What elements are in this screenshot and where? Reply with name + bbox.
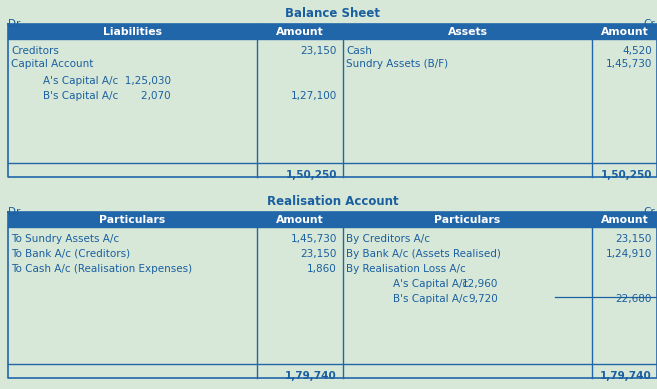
Text: 4,520: 4,520 (622, 46, 652, 56)
Text: Liabilities: Liabilities (103, 26, 162, 37)
Text: A's Capital A/c  1,25,030: A's Capital A/c 1,25,030 (43, 76, 171, 86)
Text: Realisation Account: Realisation Account (267, 195, 398, 208)
Bar (257, 24, 343, 39)
Text: 1,50,250: 1,50,250 (286, 170, 337, 180)
Text: Cash: Cash (346, 46, 372, 56)
Text: 1,860: 1,860 (307, 264, 337, 274)
Bar (592, 212, 657, 227)
Text: 1,45,730: 1,45,730 (290, 234, 337, 244)
Bar (8, 163, 657, 177)
Bar (343, 24, 592, 39)
Text: To Bank A/c (Creditors): To Bank A/c (Creditors) (11, 249, 130, 259)
Text: 1,79,740: 1,79,740 (285, 371, 337, 381)
Text: Amount: Amount (600, 26, 648, 37)
Text: Creditors: Creditors (11, 46, 59, 56)
Bar (8, 39, 657, 163)
Text: 22,680: 22,680 (616, 294, 652, 304)
Bar (8, 24, 257, 39)
Text: Particulars: Particulars (99, 214, 166, 224)
Text: 23,150: 23,150 (301, 249, 337, 259)
Text: Balance Sheet: Balance Sheet (285, 7, 380, 20)
Text: By Realisation Loss A/c: By Realisation Loss A/c (346, 264, 466, 274)
Text: 1,45,730: 1,45,730 (606, 59, 652, 69)
Bar (343, 212, 592, 227)
Text: Assets: Assets (447, 26, 487, 37)
Text: 9,720: 9,720 (468, 294, 498, 304)
Bar (8, 364, 657, 378)
Text: 23,150: 23,150 (616, 234, 652, 244)
Bar (8, 227, 657, 364)
Text: B's Capital A/c: B's Capital A/c (393, 294, 468, 304)
Text: Dr.: Dr. (8, 207, 23, 217)
Text: A's Capital A/c: A's Capital A/c (393, 279, 468, 289)
Bar (8, 212, 257, 227)
Text: To Cash A/c (Realisation Expenses): To Cash A/c (Realisation Expenses) (11, 264, 192, 274)
Text: By Bank A/c (Assets Realised): By Bank A/c (Assets Realised) (346, 249, 501, 259)
Text: To Sundry Assets A/c: To Sundry Assets A/c (11, 234, 119, 244)
Text: By Creditors A/c: By Creditors A/c (346, 234, 430, 244)
Text: 1,79,740: 1,79,740 (600, 371, 652, 381)
Text: Dr.: Dr. (8, 19, 23, 29)
Text: 1,24,910: 1,24,910 (606, 249, 652, 259)
Bar (592, 24, 657, 39)
Text: Amount: Amount (600, 214, 648, 224)
Text: B's Capital A/c       2,070: B's Capital A/c 2,070 (43, 91, 171, 101)
Text: Amount: Amount (276, 214, 324, 224)
Text: 12,960: 12,960 (462, 279, 498, 289)
Text: 23,150: 23,150 (301, 46, 337, 56)
Text: Cr.: Cr. (643, 19, 657, 29)
Bar (257, 212, 343, 227)
Text: 1,50,250: 1,50,250 (600, 170, 652, 180)
Text: Amount: Amount (276, 26, 324, 37)
Text: Sundry Assets (B/F): Sundry Assets (B/F) (346, 59, 448, 69)
Text: Particulars: Particulars (434, 214, 501, 224)
Text: 1,27,100: 1,27,100 (291, 91, 337, 101)
Text: Cr.: Cr. (643, 207, 657, 217)
Text: Capital Account: Capital Account (11, 59, 93, 69)
